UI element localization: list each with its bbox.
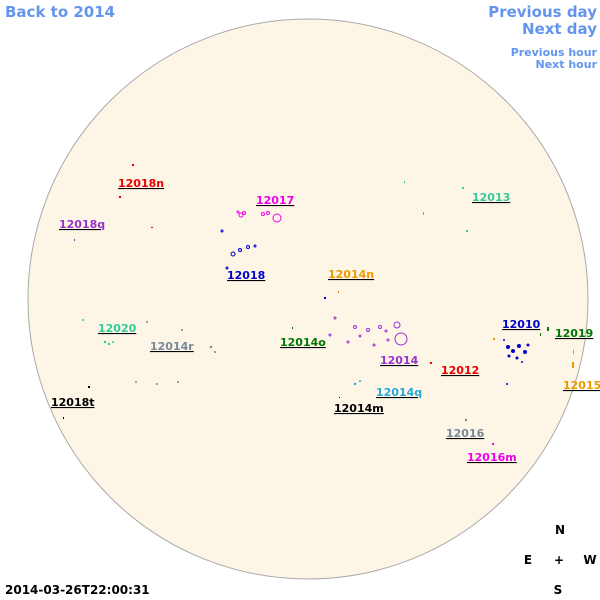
region-label[interactable]: 12016	[446, 427, 485, 440]
spot	[462, 187, 464, 189]
region-label[interactable]: 12014n	[328, 268, 374, 281]
region-label[interactable]: 12014o	[280, 336, 326, 349]
spot-group	[353, 380, 361, 386]
region-label[interactable]: 12020	[98, 322, 137, 335]
sunspots	[63, 164, 574, 445]
spot	[324, 297, 326, 299]
region-label[interactable]: 12010	[502, 318, 541, 331]
spot	[404, 181, 405, 183]
spot	[540, 333, 541, 336]
spot	[63, 417, 64, 419]
spot	[338, 291, 339, 293]
spot-group	[135, 321, 468, 422]
region-label[interactable]: 12015	[563, 379, 600, 392]
spot-group	[236, 210, 282, 223]
region-label[interactable]: 12014r	[150, 340, 194, 353]
compass-east: E	[524, 553, 532, 567]
compass-west: W	[583, 553, 596, 567]
previous-hour-link[interactable]: Previous hour	[511, 46, 598, 59]
spot	[492, 443, 494, 445]
region-label[interactable]: 12012	[441, 364, 479, 377]
spot-group	[220, 229, 257, 270]
compass-north: N	[555, 523, 565, 537]
spot	[339, 397, 340, 398]
spot	[573, 350, 574, 354]
spot-group	[503, 339, 530, 385]
region-label[interactable]: 12019	[555, 327, 593, 340]
solar-disk	[27, 18, 589, 580]
spot	[466, 230, 468, 232]
region-label[interactable]: 12018n	[118, 177, 164, 190]
spot-group	[82, 319, 114, 346]
spot	[493, 338, 495, 340]
compass-center: +	[554, 553, 564, 567]
previous-day-link[interactable]: Previous day	[488, 3, 597, 21]
spot	[88, 386, 90, 388]
spot	[430, 362, 432, 364]
spot	[132, 164, 134, 166]
next-day-link[interactable]: Next day	[522, 20, 597, 38]
back-link[interactable]: Back to 2014	[5, 3, 115, 21]
timestamp: 2014-03-26T22:00:31	[5, 583, 150, 597]
region-label[interactable]: 12018	[227, 269, 265, 282]
region-label[interactable]: 12014m	[334, 402, 384, 415]
region-label[interactable]: 12018q	[59, 218, 105, 231]
region-label[interactable]: 12014	[380, 354, 419, 367]
spot	[572, 362, 574, 368]
spot	[547, 327, 549, 331]
compass-south: S	[554, 583, 563, 597]
region-label[interactable]: 12018t	[51, 396, 95, 409]
spot	[292, 327, 293, 329]
region-label[interactable]: 12014q	[376, 386, 422, 399]
spot-group	[328, 316, 408, 347]
spot	[151, 227, 153, 228]
next-hour-link[interactable]: Next hour	[536, 58, 598, 71]
region-label[interactable]: 12016m	[467, 451, 517, 464]
spot	[74, 239, 75, 241]
region-labels: 12018n 12017 12013 12018q 12018 12014n 1…	[51, 177, 600, 464]
region-label[interactable]: 12013	[472, 191, 510, 204]
spot	[423, 212, 424, 215]
region-label[interactable]: 12017	[256, 194, 294, 207]
spot	[119, 196, 121, 198]
